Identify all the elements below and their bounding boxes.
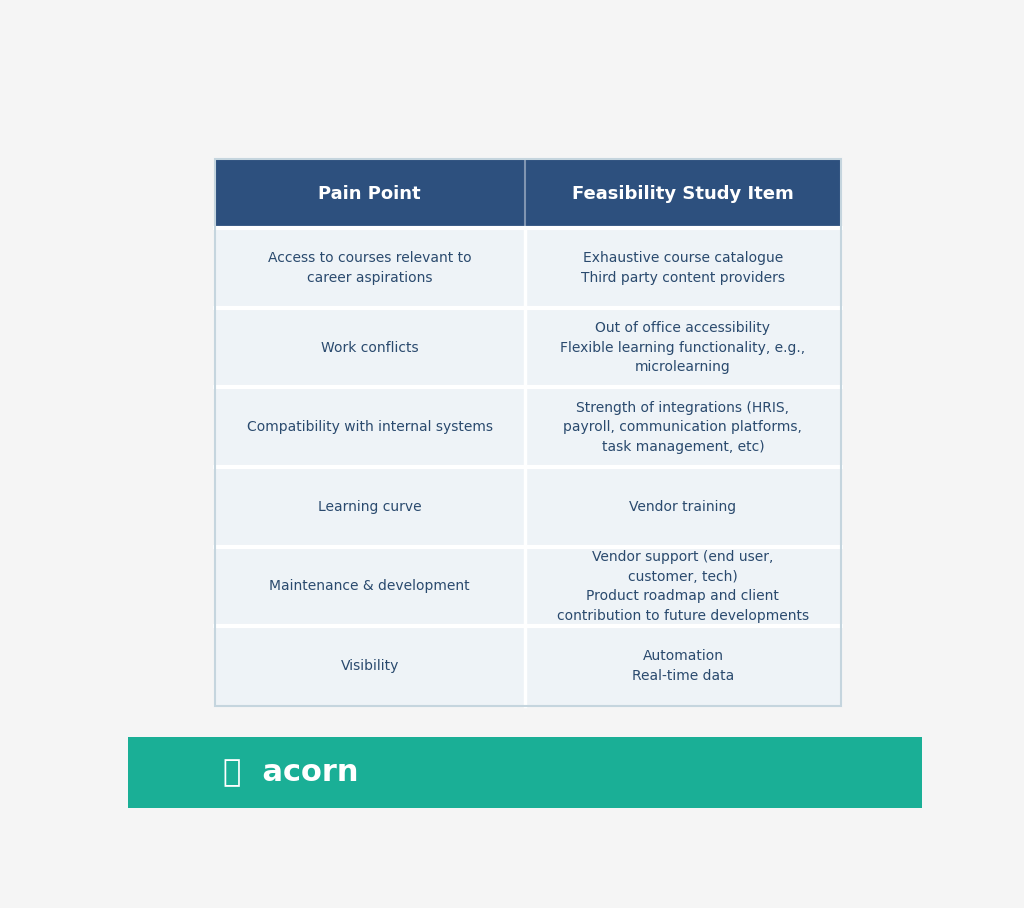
Text: Strength of integrations (HRIS,
payroll, communication platforms,
task managemen: Strength of integrations (HRIS, payroll,… (563, 400, 803, 454)
Text: Pain Point: Pain Point (318, 184, 421, 202)
Text: Work conflicts: Work conflicts (321, 340, 419, 355)
Text: Exhaustive course catalogue
Third party content providers: Exhaustive course catalogue Third party … (581, 252, 785, 285)
Text: Feasibility Study Item: Feasibility Study Item (572, 184, 794, 202)
Bar (215, 388, 841, 467)
Bar (215, 159, 841, 706)
Bar (215, 308, 841, 388)
Text: Compatibility with internal systems: Compatibility with internal systems (247, 420, 493, 434)
Text: Learning curve: Learning curve (318, 499, 422, 514)
Text: Access to courses relevant to
career aspirations: Access to courses relevant to career asp… (268, 252, 472, 285)
Text: Vendor support (end user,
customer, tech)
Product roadmap and client
contributio: Vendor support (end user, customer, tech… (557, 550, 809, 623)
Bar (215, 159, 841, 706)
Text: Visibility: Visibility (341, 659, 399, 673)
Bar (215, 547, 841, 627)
Bar (215, 467, 841, 547)
Text: Maintenance & development: Maintenance & development (269, 579, 470, 593)
Text: Out of office accessibility
Flexible learning functionality, e.g.,
microlearning: Out of office accessibility Flexible lea… (560, 321, 806, 374)
Bar (215, 159, 841, 228)
Text: 🌰  acorn: 🌰 acorn (223, 758, 358, 787)
Text: Vendor training: Vendor training (630, 499, 736, 514)
Bar (215, 228, 841, 308)
Bar (128, 736, 922, 808)
Bar (215, 627, 841, 706)
Text: Automation
Real-time data: Automation Real-time data (632, 649, 734, 683)
